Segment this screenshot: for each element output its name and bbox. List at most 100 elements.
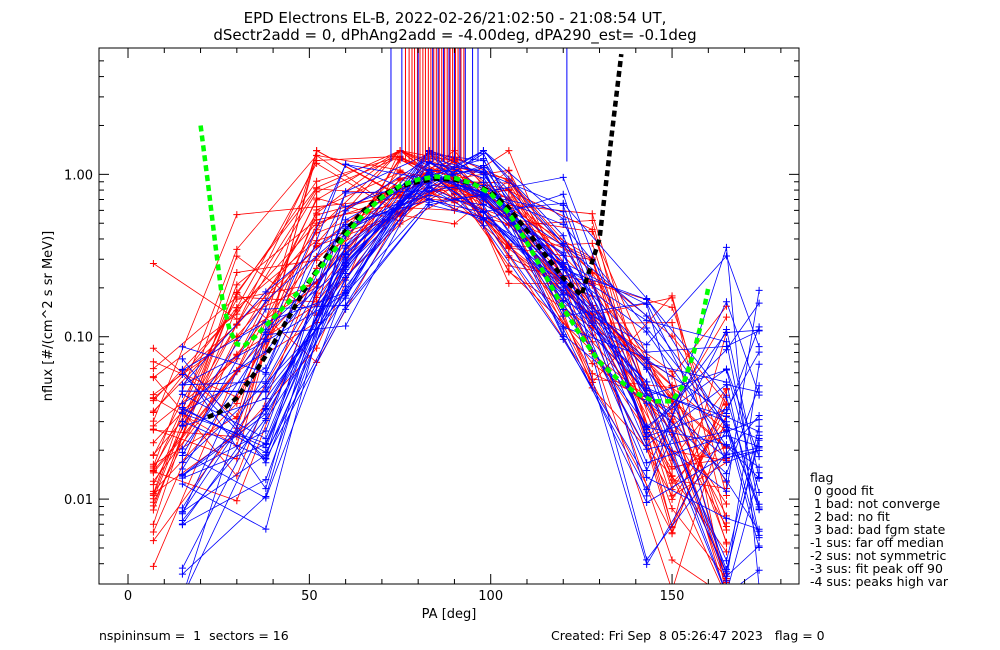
red-marker [722, 500, 730, 508]
red-marker [233, 252, 241, 260]
red-marker [149, 373, 157, 381]
blue-marker [479, 201, 487, 209]
red-marker [396, 156, 404, 164]
blue-marker [643, 485, 651, 493]
blue-marker [722, 326, 730, 334]
blue-marker [178, 400, 186, 408]
red-marker [723, 593, 730, 600]
blue-marker [425, 148, 433, 156]
red-marker [149, 477, 157, 485]
blue-marker [559, 240, 567, 248]
blue-marker [755, 453, 763, 461]
red-marker [722, 399, 730, 407]
blue-marker [559, 333, 567, 341]
red-marker [149, 528, 157, 536]
blue-marker [643, 328, 651, 336]
red-marker [505, 241, 513, 249]
blue-marker [178, 470, 186, 478]
red-marker [149, 464, 157, 472]
red-marker [668, 530, 676, 538]
legend-entry: -3 sus: fit peak off 90 [810, 561, 943, 576]
blue-marker [178, 387, 186, 395]
red-marker [723, 593, 730, 600]
chart-title-line1: EPD Electrons EL-B, 2022-02-26/21:02:50 … [244, 9, 667, 27]
legend: flag 0 good fit 1 bad: not converge 2 ba… [810, 470, 949, 589]
blue-marker [722, 421, 730, 429]
blue-marker [559, 199, 567, 207]
legend-entry: -2 sus: not symmetric [810, 548, 946, 563]
blue-marker [262, 435, 270, 443]
blue-marker [722, 381, 730, 389]
blue-marker [179, 593, 186, 600]
red-marker [233, 304, 241, 312]
x-tick-label: 0 [124, 589, 132, 604]
blue-marker [722, 243, 730, 251]
blue-marker [643, 365, 651, 373]
y-tick-label: 0.01 [64, 493, 93, 508]
red-marker [149, 358, 157, 366]
red-marker [722, 522, 730, 530]
red-marker [668, 505, 676, 513]
red-marker [668, 556, 676, 564]
red-marker [313, 151, 321, 159]
red-marker [313, 216, 321, 224]
red-marker [450, 220, 458, 228]
blue-marker [723, 589, 730, 596]
blue-trace [182, 175, 760, 513]
red-marker [233, 269, 241, 277]
red-marker [668, 292, 676, 300]
blue-marker [643, 341, 651, 349]
blue-marker [722, 406, 730, 414]
blue-marker [178, 458, 186, 466]
blue-marker [755, 566, 763, 574]
red-marker [233, 288, 241, 296]
legend-entry: -1 sus: far off median [810, 535, 944, 550]
red-marker [233, 399, 241, 407]
blue-marker [262, 395, 270, 403]
red-marker [723, 593, 730, 600]
blue-marker [178, 355, 186, 363]
blue-marker [755, 434, 763, 442]
red-marker [149, 344, 157, 352]
blue-marker [559, 251, 567, 259]
red-marker [668, 465, 676, 473]
blue-marker [722, 252, 730, 260]
red-marker [149, 537, 157, 545]
blue-marker [559, 290, 567, 298]
x-axis-label: PA [deg] [422, 607, 477, 622]
red-marker [668, 492, 676, 500]
data-layer [149, 48, 763, 600]
red-marker [723, 593, 730, 600]
y-tick-label: 0.10 [64, 331, 93, 346]
red-marker [505, 252, 513, 260]
blue-marker [643, 467, 651, 475]
x-tick-label: 50 [301, 589, 318, 604]
red-marker [149, 562, 157, 570]
red-marker [313, 159, 321, 167]
blue-trace [182, 160, 760, 569]
blue-marker [262, 387, 270, 395]
blue-marker [755, 326, 763, 334]
red-marker [505, 147, 513, 155]
legend-entry: 2 bad: no fit [810, 509, 890, 524]
blue-marker [559, 323, 567, 331]
red-marker [313, 184, 321, 192]
blue-marker [342, 203, 350, 211]
blue-marker [178, 343, 186, 351]
blue-marker [723, 591, 730, 598]
blue-marker [722, 487, 730, 495]
red-marker [149, 451, 157, 459]
blue-marker [342, 160, 350, 168]
red-marker [149, 417, 157, 425]
red-marker [149, 259, 157, 267]
blue-marker [722, 346, 730, 354]
blue-marker [755, 488, 763, 496]
red-marker [668, 319, 676, 327]
blue-marker [559, 173, 567, 181]
blue-marker [425, 191, 433, 199]
blue-marker [755, 527, 763, 535]
blue-marker [755, 391, 763, 399]
blue-marker [722, 565, 730, 573]
red-marker [588, 239, 596, 247]
red-marker [149, 365, 157, 373]
